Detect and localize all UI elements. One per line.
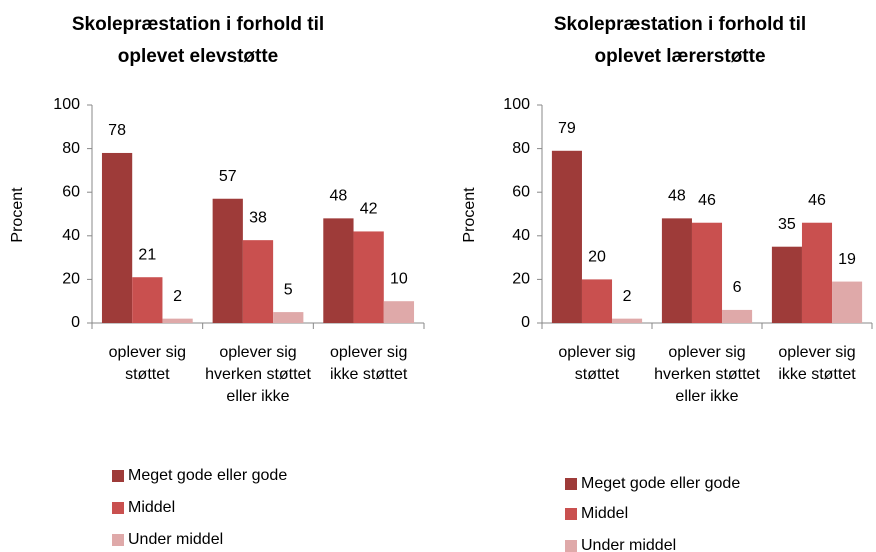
y-tick-label: 40	[62, 227, 80, 244]
bar	[581, 279, 613, 323]
bar	[801, 222, 833, 323]
y-axis-label: Procent	[461, 187, 478, 243]
y-tick-label: 20	[512, 271, 530, 288]
data-label: 2	[623, 288, 632, 305]
x-tick-label: oplever sig støttet	[109, 344, 186, 383]
data-label: 10	[390, 270, 408, 287]
legend-swatch	[565, 478, 577, 490]
y-tick-label: 40	[512, 227, 530, 244]
legend-label: Meget gode eller gode	[128, 467, 287, 484]
x-tick-label: oplever sig hverken støttet eller ikke	[654, 344, 760, 405]
bar	[691, 222, 723, 323]
bar	[323, 218, 354, 323]
data-label: 2	[173, 288, 182, 305]
data-label: 48	[668, 188, 686, 205]
data-label: 78	[108, 122, 126, 139]
legend-label: Under middel	[581, 537, 676, 552]
y-tick-label: 0	[521, 314, 530, 331]
bar	[162, 318, 193, 323]
bar	[212, 198, 243, 323]
data-label: 5	[284, 281, 293, 298]
data-label: 20	[588, 249, 606, 266]
data-label: 57	[219, 168, 237, 185]
data-label: 46	[808, 192, 826, 209]
chart-title: Skolepræstation i forhold til	[554, 14, 806, 35]
y-tick-label: 100	[53, 96, 80, 113]
data-label: 35	[778, 216, 796, 233]
bar	[551, 150, 582, 323]
legend-label: Middel	[581, 505, 628, 522]
legend-swatch	[565, 540, 577, 552]
bar	[242, 240, 274, 323]
bar	[353, 231, 384, 323]
bar	[273, 312, 304, 323]
legend-swatch	[112, 534, 124, 546]
y-tick-label: 80	[62, 140, 80, 157]
legend-label: Middel	[128, 499, 175, 516]
y-axis-label: Procent	[9, 187, 26, 243]
bar	[722, 309, 753, 323]
y-tick-label: 80	[512, 140, 530, 157]
bar	[612, 318, 643, 323]
y-tick-label: 100	[503, 96, 530, 113]
data-label: 79	[558, 120, 576, 137]
bar	[132, 277, 163, 323]
x-tick-label: oplever sig støttet	[558, 344, 635, 383]
data-label: 6	[733, 279, 742, 296]
y-tick-label: 60	[62, 183, 80, 200]
data-label: 21	[138, 246, 156, 263]
legend-swatch	[112, 470, 124, 482]
data-label: 38	[249, 209, 267, 226]
legend-label: Meget gode eller gode	[581, 475, 740, 492]
chart-title: Skolepræstation i forhold til	[72, 14, 324, 35]
chart-title: oplevet elevstøtte	[118, 46, 279, 67]
bar	[661, 218, 692, 323]
data-label: 19	[838, 251, 856, 268]
legend-swatch	[565, 508, 577, 520]
bar	[832, 281, 863, 323]
data-label: 42	[360, 201, 378, 218]
y-tick-label: 60	[512, 183, 530, 200]
legend-label: Under middel	[128, 531, 223, 548]
data-label: 48	[330, 188, 348, 205]
x-tick-label: oplever sig hverken støttet eller ikke	[205, 344, 311, 405]
legend-swatch	[112, 502, 124, 514]
x-tick-label: oplever sig ikke støttet	[330, 344, 408, 383]
chart-title: oplevet lærerstøtte	[594, 46, 765, 67]
y-tick-label: 0	[71, 314, 80, 331]
x-tick-label: oplever sig ikke støttet	[778, 344, 856, 383]
bar	[383, 301, 415, 323]
bar	[771, 246, 802, 323]
data-label: 46	[698, 192, 716, 209]
bar	[101, 152, 133, 323]
y-tick-label: 20	[62, 271, 80, 288]
